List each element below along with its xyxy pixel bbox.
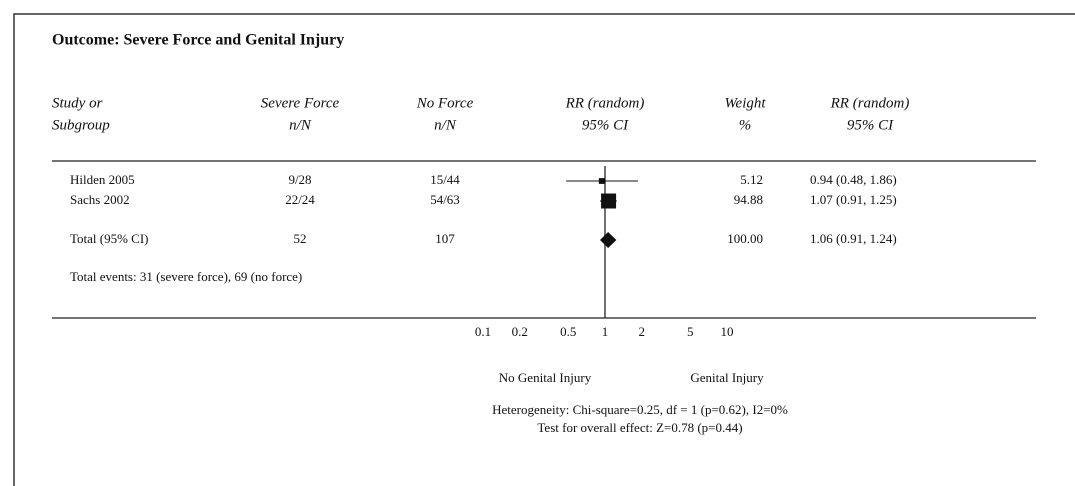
rr-ci: 1.06 (0.91, 1.24) bbox=[810, 231, 897, 246]
weight: 100.00 bbox=[727, 231, 763, 246]
study-name: Total (95% CI) bbox=[70, 231, 149, 246]
total-events: Total events: 31 (severe force), 69 (no … bbox=[70, 269, 302, 284]
x-tick-label: 5 bbox=[687, 324, 694, 339]
favours-right: Genital Injury bbox=[690, 370, 764, 385]
x-tick-label: 0.5 bbox=[560, 324, 576, 339]
severe-count: 9/28 bbox=[288, 172, 311, 187]
column-header: RR (random) bbox=[830, 95, 910, 111]
x-tick-label: 0.1 bbox=[475, 324, 491, 339]
column-header: Subgroup bbox=[52, 117, 110, 133]
x-tick-label: 10 bbox=[721, 324, 734, 339]
none-count: 15/44 bbox=[430, 172, 460, 187]
none-count: 54/63 bbox=[430, 192, 460, 207]
rr-ci: 0.94 (0.48, 1.86) bbox=[810, 172, 897, 187]
weight: 5.12 bbox=[740, 172, 763, 187]
heterogeneity: Heterogeneity: Chi-square=0.25, df = 1 (… bbox=[492, 402, 788, 417]
rr-ci: 1.07 (0.91, 1.25) bbox=[810, 192, 897, 207]
column-header: 95% CI bbox=[847, 117, 894, 133]
column-header: Study or bbox=[52, 95, 103, 111]
column-header: 95% CI bbox=[582, 117, 629, 133]
study-name: Hilden 2005 bbox=[70, 172, 135, 187]
column-header: RR (random) bbox=[565, 95, 645, 111]
overall-effect: Test for overall effect: Z=0.78 (p=0.44) bbox=[537, 420, 742, 435]
weight: 94.88 bbox=[734, 192, 763, 207]
column-header: No Force bbox=[416, 95, 474, 111]
frame bbox=[13, 13, 1075, 486]
x-tick-label: 0.2 bbox=[512, 324, 528, 339]
none-count: 107 bbox=[435, 231, 455, 246]
column-header: n/N bbox=[289, 117, 312, 133]
effect-box bbox=[598, 178, 605, 184]
study-name: Sachs 2002 bbox=[70, 192, 130, 207]
title: Outcome: Severe Force and Genital Injury bbox=[52, 32, 344, 49]
x-tick-label: 1 bbox=[602, 324, 609, 339]
x-tick-label: 2 bbox=[638, 324, 645, 339]
effect-box bbox=[601, 193, 617, 209]
severe-count: 22/24 bbox=[285, 192, 315, 207]
total-diamond bbox=[600, 232, 617, 248]
favours-left: No Genital Injury bbox=[499, 370, 592, 385]
severe-count: 52 bbox=[294, 231, 307, 246]
column-header: % bbox=[739, 117, 752, 133]
column-header: Severe Force bbox=[261, 95, 340, 111]
column-header: Weight bbox=[724, 95, 766, 111]
column-header: n/N bbox=[434, 117, 457, 133]
